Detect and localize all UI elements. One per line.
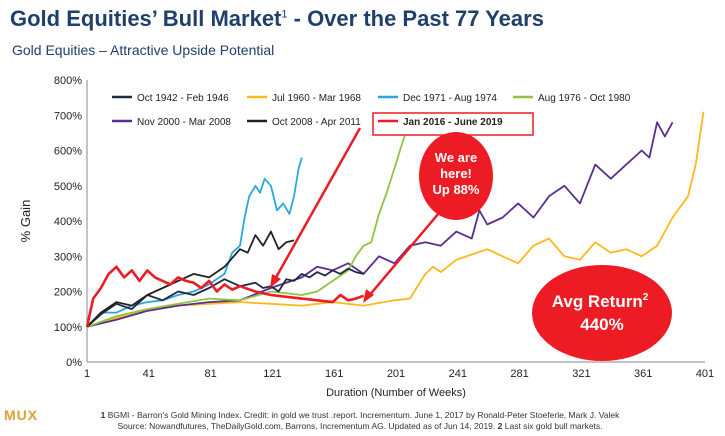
- y-tick-label: 600%: [54, 146, 82, 158]
- chart-legend: Oct 1942 - Feb 1946 Jul 1960 - Mar 1968 De…: [112, 93, 631, 136]
- series-line-4: [86, 129, 408, 328]
- arrowhead-current-value: [363, 289, 374, 303]
- x-tick-label: 41: [143, 368, 155, 380]
- callout-avg-line2: 440%: [580, 315, 623, 334]
- y-tick-label: 400%: [54, 216, 82, 228]
- x-tick-label: 401: [696, 368, 714, 380]
- page-title: Gold Equities’ Bull Market1 - Over the P…: [10, 6, 544, 31]
- y-tick-label: 300%: [54, 251, 82, 263]
- callout-here-line2: here!: [440, 166, 472, 181]
- legend-label: Aug 1976 - Oct 1980: [538, 93, 631, 104]
- legend-label: Jan 2016 - June 2019: [403, 117, 503, 128]
- chart-axes: 0% 100% 200% 300% 400% 500% 600% 700% 800% 1 41 81 1…: [18, 75, 714, 399]
- legend-label: Oct 1942 - Feb 1946: [137, 93, 229, 104]
- x-tick-label: 121: [263, 368, 281, 380]
- y-tick-label: 100%: [54, 322, 82, 334]
- arrow-to-current-value: [367, 199, 451, 298]
- footnote-line1: 1 BGMI - Barron's Gold Mining Index. Cre…: [100, 410, 620, 420]
- series-line-3: [86, 157, 303, 328]
- y-tick-label: 500%: [54, 181, 82, 193]
- callout-avg-line1: Avg Return2: [552, 292, 649, 311]
- footnote-line2: Source: Nowandfutures, TheDailyGold.com,…: [117, 421, 603, 431]
- series-line-1: [86, 267, 364, 328]
- y-tick-label: 0%: [66, 357, 82, 369]
- page-subtitle: Gold Equities – Attractive Upside Potent…: [12, 42, 275, 58]
- x-tick-label: 1: [84, 368, 90, 380]
- arrowhead-current-line: [270, 274, 281, 288]
- brand-logo: MUX: [4, 407, 39, 423]
- x-tick-label: 241: [449, 368, 467, 380]
- chart-annotations: We are here! Up 88% Avg Return2 440%: [270, 127, 672, 361]
- series-line-7: [85, 265, 365, 328]
- x-tick-label: 161: [325, 368, 343, 380]
- x-tick-label: 81: [204, 368, 216, 380]
- callout-here-line3: Up 88%: [433, 182, 480, 197]
- callout-avg-return: [532, 265, 672, 361]
- callout-here-line1: We are: [435, 150, 477, 165]
- x-tick-label: 201: [387, 368, 405, 380]
- legend-label: Oct 2008 - Apr 2011: [272, 117, 361, 128]
- x-tick-label: 321: [572, 368, 590, 380]
- x-tick-label: 361: [634, 368, 652, 380]
- y-axis-label: % Gain: [18, 200, 33, 243]
- y-tick-label: 800%: [54, 75, 82, 87]
- y-tick-label: 200%: [54, 287, 82, 299]
- callout-we-are-here: [419, 132, 493, 220]
- legend-label: Nov 2000 - Mar 2008: [137, 117, 231, 128]
- x-tick-label: 281: [510, 368, 528, 380]
- series-line-6: [86, 230, 295, 328]
- footnote: 1 BGMI - Barron's Gold Mining Index. Cre…: [40, 410, 680, 432]
- legend-label: Dec 1971 - Aug 1974: [403, 93, 497, 104]
- y-tick-label: 700%: [54, 110, 82, 122]
- x-axis-label: Duration (Number of Weeks): [326, 387, 466, 399]
- series-line-2: [86, 111, 705, 328]
- chart-series-lines: [85, 111, 705, 328]
- arrow-to-current-line: [272, 127, 362, 282]
- legend-label: Jul 1960 - Mar 1968: [272, 93, 361, 104]
